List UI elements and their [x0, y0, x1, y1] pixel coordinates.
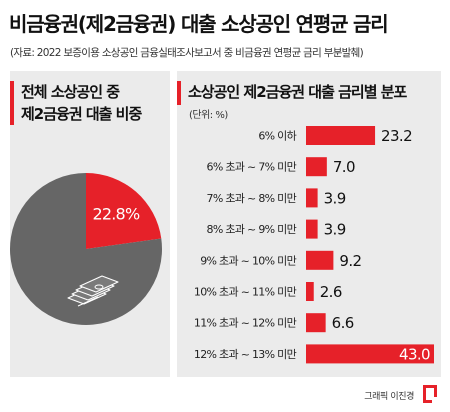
unit-label: (단위: %) [189, 110, 228, 121]
value-label: 3.9 [324, 221, 346, 239]
page-title: 비금융권(제2금융권) 대출 소상공인 연평균 금리 [9, 12, 389, 36]
value-label: 7.0 [333, 158, 355, 176]
category-label: 7% 초과 ~ 8% 미만 [207, 192, 297, 205]
category-label: 11% 초과 ~ 12% 미만 [194, 317, 297, 330]
bar [306, 282, 314, 301]
source-note: (자료: 2022 보증이용 소상공인 금융실태조사보고서 중 비금융권 연평균… [10, 47, 364, 59]
category-label: 9% 초과 ~ 10% 미만 [200, 254, 296, 267]
bar-chart: 6% 이하 23.2 6% 초과 ~ 7% 미만 7.0 7% 초과 ~ 8% 미만 3.… [194, 126, 434, 364]
value-label: 3.9 [324, 189, 346, 207]
bar-panel: 소상공인 제2금융권 대출 금리별 분포 (단위: %) 6% 이하 23.2 6%… [177, 71, 441, 377]
bar [306, 344, 434, 364]
bar [306, 219, 318, 239]
bar-panel-title: 소상공인 제2금융권 대출 금리별 분포 [188, 83, 407, 101]
pie-slice [86, 173, 162, 249]
category-label: 6% 이하 [258, 129, 296, 143]
pie-title-line2: 제2금융권 대출 비중 [21, 105, 142, 123]
bar [306, 157, 327, 177]
graphic-credit: 그래픽 이진경 [364, 392, 414, 402]
value-label: 43.0 [399, 345, 430, 363]
bar [306, 250, 334, 270]
bar [306, 188, 318, 208]
money-stack-icon [67, 275, 119, 307]
bar [306, 313, 326, 333]
pie-title-line1: 전체 소상공인 중 [21, 83, 120, 101]
brand-logo-icon [423, 385, 437, 403]
pie-chart: 22.8% [10, 173, 162, 325]
value-label: 6.6 [332, 314, 354, 332]
pie-slice-label: 22.8% [93, 205, 140, 224]
accent-bar [10, 81, 14, 125]
value-label: 2.6 [320, 283, 342, 301]
category-label: 10% 초과 ~ 11% 미만 [194, 286, 297, 299]
value-label: 9.2 [339, 252, 361, 270]
category-label: 6% 초과 ~ 7% 미만 [207, 161, 297, 174]
pie-slice [10, 173, 162, 325]
pie-panel-title: 전체 소상공인 중 제2금융권 대출 비중 [21, 81, 142, 125]
category-label: 12% 초과 ~ 13% 미만 [194, 348, 297, 361]
value-label: 23.2 [381, 127, 412, 145]
pie-panel: 전체 소상공인 중 제2금융권 대출 비중 22.8% [10, 71, 170, 377]
category-label: 8% 초과 ~ 9% 미만 [207, 223, 297, 236]
bar [306, 126, 376, 145]
accent-bar [177, 81, 181, 105]
